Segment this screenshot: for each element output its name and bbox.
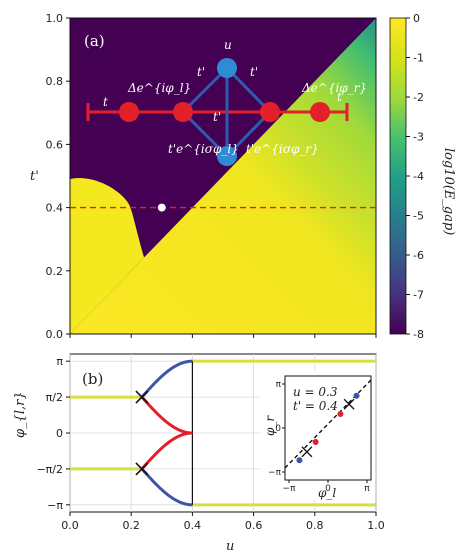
panel-b: (b) 0.0 0.2 0.4 0.6 0.8 1.0 −π −π/2 0 π/2 π φ_{l,…	[13, 353, 385, 554]
panel-b-y-tick-label: 0	[56, 427, 63, 440]
colorbar-tick-label: -7	[413, 289, 424, 302]
site-left-outer	[119, 102, 139, 122]
colorbar	[389, 17, 407, 335]
colorbar-tick-label: 0	[413, 12, 420, 25]
panel-b-x-tick-label: 0.6	[245, 519, 263, 532]
panel-a-y-tick-label: 0.6	[46, 138, 64, 151]
inset-point	[312, 439, 319, 446]
inset-y-tick-label: π	[276, 380, 282, 390]
panel-b-crossings	[135, 390, 149, 476]
inset-y-tick-label: 0	[275, 424, 281, 434]
label-t-left: t	[103, 95, 108, 109]
bond-lower-left	[181, 110, 229, 158]
colorbar-tick-label: -1	[413, 52, 424, 65]
panel-a: u t Δe^{iφ_l} t' t' t' t Δe^{iφ_r} t'e^{…	[30, 12, 456, 341]
marked-point	[157, 203, 166, 212]
label-tp-top-left: t'	[197, 65, 205, 79]
panel-b-x-axis-label: u	[226, 539, 234, 554]
label-u: u	[224, 38, 232, 52]
bond-lower-right	[225, 110, 272, 158]
heatmap-gapped-region	[70, 18, 376, 334]
panel-b-x-tick-label: 0.8	[306, 519, 324, 532]
panel-a-y-tick-label: 0.8	[46, 75, 64, 88]
panel-a-label: (a)	[84, 32, 105, 50]
site-top	[217, 58, 237, 78]
label-tp-bottom-right: t'e^{iσφ_r}	[246, 142, 319, 156]
bond-upper-left	[181, 66, 229, 114]
panel-b-y-tick-label: −π	[47, 499, 63, 512]
panel-a-y-tick-label: 1.0	[46, 12, 64, 25]
inset-x-tick-label: π	[364, 484, 370, 494]
site-left-inner	[173, 102, 193, 122]
inset-text-t: t' = 0.4	[293, 399, 338, 413]
panel-b-x-ticks: 0.0 0.2 0.4 0.6 0.8 1.0	[61, 512, 385, 532]
colorbar-tick-label: -5	[413, 210, 424, 223]
inset-x-axis-label: φ_l	[318, 486, 336, 500]
panel-a-y-tick-label: 0.2	[46, 265, 64, 278]
plot-a-frame	[69, 17, 377, 335]
inset-marks	[296, 392, 360, 464]
inset-ticks: −π 0 π π 0 −π	[268, 380, 370, 494]
label-delta-left: Δe^{iφ_l}	[127, 81, 191, 95]
colorbar-tick-label: -8	[413, 328, 424, 341]
label-tp-mid: t'	[213, 110, 221, 124]
inset: u = 0.3 t' = 0.4 −π 0 π π 0 −π φ_l φ_r	[260, 370, 374, 500]
site-bottom	[217, 146, 237, 166]
label-tp-top-right: t'	[250, 65, 258, 79]
panel-b-y-tick-label: π	[56, 355, 63, 368]
inset-crossing	[301, 446, 313, 458]
panel-b-x-tick-label: 0.2	[122, 519, 140, 532]
branch-blue-lower	[140, 467, 193, 507]
colorbar-tick-label: -2	[413, 91, 424, 104]
panel-b-y-axis-label: φ_{l,r}	[13, 391, 28, 438]
panel-a-y-ticks: 0.0 0.2 0.4 0.6 0.8 1.0	[46, 12, 70, 341]
inset-x-tick-label: −π	[283, 484, 297, 494]
crossing-marker	[135, 390, 149, 404]
colorbar-label: log10(E_gap)	[441, 148, 456, 235]
panel-a-y-axis-label: t'	[30, 169, 39, 184]
label-tp-bottom-left: t'e^{iσφ_l}	[168, 142, 239, 156]
panel-b-y-tick-label: −π/2	[36, 463, 63, 476]
inset-crossing	[343, 398, 355, 410]
label-t-right: t	[337, 90, 342, 104]
lattice-diagram: u t Δe^{iφ_l} t' t' t' t Δe^{iφ_r} t'e^{…	[86, 38, 367, 166]
inset-text-u: u = 0.3	[293, 385, 338, 399]
inset-x-tick-label: 0	[325, 484, 331, 494]
inset-y-axis-label: φ_r	[263, 415, 277, 436]
inset-point	[353, 392, 360, 399]
panel-b-y-tick-label: π/2	[46, 391, 63, 404]
label-delta-right: Δe^{iφ_r}	[301, 81, 367, 95]
site-right-inner	[260, 102, 280, 122]
branch-blue-upper	[140, 359, 193, 399]
site-right-outer	[310, 102, 330, 122]
panel-a-y-tick-label: 0.4	[46, 202, 64, 215]
inset-point	[337, 410, 344, 417]
panel-b-x-tick-label: 1.0	[367, 519, 385, 532]
colorbar-tick-label: -6	[413, 249, 424, 262]
branch-red-upper	[140, 396, 193, 435]
bond-upper-right	[225, 66, 272, 114]
panel-b-x-tick-label: 0.4	[184, 519, 202, 532]
panel-b-y-ticks: −π −π/2 0 π/2 π	[36, 355, 70, 512]
colorbar-ticks: 0 -1 -2 -3 -4 -5 -6 -7 -8	[406, 12, 424, 341]
panel-b-x-tick-label: 0.0	[61, 519, 79, 532]
colorbar-tick-label: -4	[413, 170, 424, 183]
inset-point	[296, 457, 303, 464]
panel-a-x-ticks	[69, 334, 377, 338]
heatmap-lobe-region	[70, 178, 145, 334]
inset-y-tick-label: −π	[268, 468, 282, 478]
panel-b-curves	[70, 359, 376, 507]
panel-a-y-tick-label: 0.0	[46, 328, 64, 341]
branch-red-lower	[140, 431, 193, 470]
panel-b-label: (b)	[82, 370, 103, 388]
colorbar-tick-label: -3	[413, 131, 424, 144]
crossing-marker	[135, 462, 149, 476]
